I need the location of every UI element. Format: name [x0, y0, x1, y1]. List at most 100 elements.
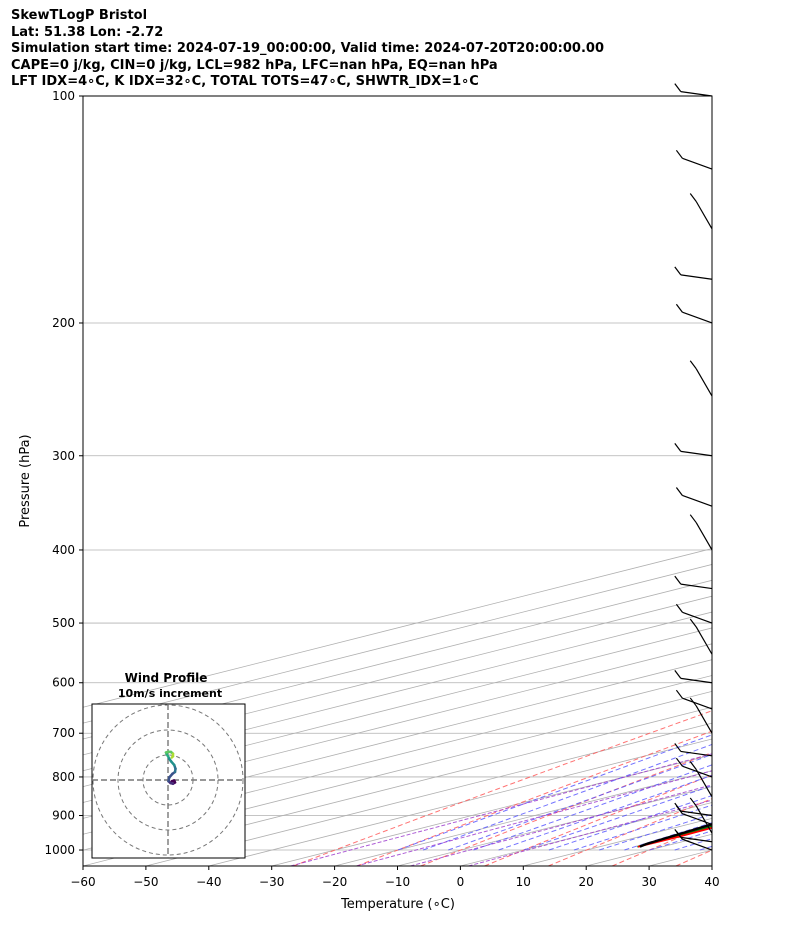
y-tick-label: 900: [52, 809, 75, 823]
moist-adiabat: [548, 795, 712, 851]
simulation-times: Simulation start time: 2024-07-19_00:00:…: [11, 41, 604, 56]
barb-flag: [674, 828, 682, 838]
x-tick-label: 20: [579, 875, 594, 889]
wind-barb: [675, 149, 713, 170]
barb-flag: [689, 193, 697, 202]
x-tick-label: −30: [259, 875, 284, 889]
location-coordinates: Lat: 51.38 Lon: -2.72: [11, 24, 164, 40]
wind-barb: [674, 575, 713, 590]
dry-adiabat: [611, 823, 712, 866]
barb-staff: [695, 626, 713, 655]
barb-staff: [680, 583, 713, 590]
barb-flag: [689, 761, 697, 770]
mixing-ratio-line: [356, 770, 712, 866]
axes: −60 −50 −40 −30 −20 −10 0 10 20 30 40 100 200 300 400 5…: [44, 89, 719, 889]
wind-barb: [689, 761, 713, 798]
moist-adiabat: [448, 753, 712, 851]
wind-barb: [675, 303, 713, 324]
barb-flag: [689, 797, 697, 807]
barb-flag: [674, 443, 682, 452]
isotherm: [649, 849, 712, 866]
barb-staff: [682, 611, 713, 624]
x-tick-label: 0: [457, 875, 465, 889]
barb-flag: [675, 603, 683, 613]
isotherm: [83, 706, 712, 866]
wind-barb: [675, 757, 713, 778]
barb-staff: [680, 450, 713, 457]
y-tick-label: 300: [52, 449, 75, 463]
barb-flag: [674, 743, 682, 752]
isotherm: [145, 722, 712, 866]
barb-flag: [675, 149, 683, 159]
isotherm: [83, 659, 712, 819]
x-tick-label: −20: [322, 875, 347, 889]
x-tick-label: 10: [516, 875, 531, 889]
moist-adiabat: [649, 830, 712, 851]
barb-staff: [680, 91, 713, 97]
inset-subtitle: 10m/s increment: [118, 687, 222, 700]
wind-barb: [689, 797, 713, 834]
wind-barb: [675, 689, 713, 710]
moist-adiabat: [498, 774, 712, 851]
barb-staff: [695, 769, 713, 798]
barb-flag: [674, 669, 682, 679]
hodograph: [92, 704, 245, 858]
wind-barb: [674, 266, 713, 280]
barb-staff: [682, 697, 713, 710]
y-tick-label: 100: [52, 89, 75, 103]
inset-title: Wind Profile: [125, 671, 208, 685]
wind-barb: [674, 743, 713, 757]
temperature-line: [637, 826, 712, 848]
dry-adiabat: [293, 710, 712, 866]
x-tick-label: −60: [70, 875, 95, 889]
barb-flag: [674, 83, 682, 92]
moist-adiabat: [674, 838, 712, 851]
barb-staff: [680, 810, 713, 817]
barb-staff: [680, 836, 713, 843]
y-tick-label: 500: [52, 616, 75, 630]
y-tick-label: 600: [52, 676, 75, 690]
cape-shading: [638, 824, 712, 847]
isotherm: [208, 738, 712, 866]
barb-flag: [675, 303, 683, 313]
mixing-ratio-line: [468, 799, 712, 866]
wind-barb: [689, 514, 713, 551]
moist-adiabat: [725, 96, 794, 850]
wind-barb: [689, 193, 713, 230]
dry-adiabat: [356, 730, 712, 866]
convective-parameters: CAPE=0 j/kg, CIN=0 j/kg, LCL=982 hPa, LF…: [11, 57, 498, 73]
y-tick-label: 700: [52, 726, 75, 740]
isotherm: [83, 643, 712, 803]
x-tick-label: −10: [385, 875, 410, 889]
profile-layer: [637, 822, 712, 848]
x-tick-label: 40: [704, 875, 719, 889]
barb-flag: [675, 689, 683, 699]
barb-staff: [680, 274, 713, 280]
dry-adiabat: [740, 96, 794, 866]
wind-barb: [674, 802, 713, 817]
barb-flag: [675, 757, 683, 767]
hodograph-segment: [170, 755, 175, 759]
barb-staff: [682, 838, 713, 851]
barb-flag: [674, 802, 682, 812]
dewpoint-line: [637, 825, 712, 848]
isotherm: [83, 627, 712, 788]
barb-staff: [680, 750, 713, 757]
moist-adiabat: [699, 845, 712, 851]
moist-adiabat: [523, 784, 712, 851]
dry-adiabat: [548, 798, 712, 866]
barb-staff: [682, 311, 713, 324]
wind-barbs: [674, 83, 713, 851]
barb-flag: [689, 618, 697, 628]
barb-flag: [674, 266, 682, 276]
y-tick-label: 200: [52, 316, 75, 330]
barb-staff: [695, 522, 713, 551]
moist-adiabat: [473, 764, 712, 851]
barb-staff: [695, 705, 713, 734]
barb-flag: [674, 575, 682, 585]
parcel-line: [639, 822, 712, 848]
barb-staff: [682, 765, 713, 778]
y-tick-label: 1000: [44, 843, 75, 857]
wind-barb: [674, 828, 713, 843]
